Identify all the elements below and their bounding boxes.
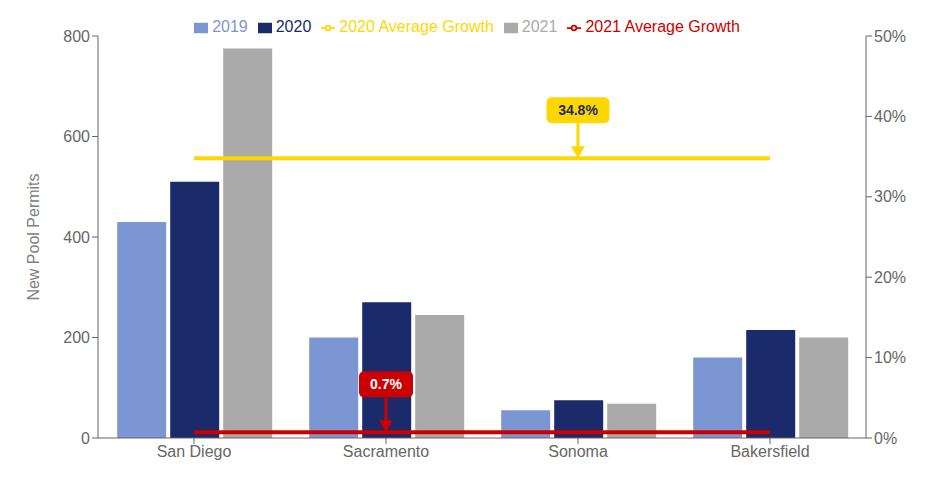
html-text:2021 Average Growth: 2021 Average Growth (585, 18, 740, 35)
svg-text:800: 800 (63, 28, 90, 45)
html-text:2021: 2021 (521, 18, 558, 35)
svg-text:Bakersfield: Bakersfield (730, 443, 809, 460)
svg-text:200: 200 (63, 329, 90, 346)
svg-text:0: 0 (81, 430, 90, 447)
svg-text:0.7%: 0.7% (370, 376, 402, 392)
svg-text:San Diego: San Diego (157, 443, 232, 460)
svg-text:40%: 40% (874, 108, 906, 125)
html-text:2020 Average Growth: 2020 Average Growth (339, 18, 494, 35)
svg-text:20%: 20% (874, 269, 906, 286)
svg-text:50%: 50% (874, 28, 906, 45)
html-text:2020: 2020 (275, 18, 312, 35)
html-text:2019: 2019 (212, 18, 248, 35)
svg-text:New Pool Permits: New Pool Permits (25, 173, 42, 300)
svg-text:30%: 30% (874, 188, 906, 205)
svg-text:34.8%: 34.8% (558, 102, 598, 118)
svg-text:Sonoma: Sonoma (548, 443, 608, 460)
svg-text:600: 600 (63, 128, 90, 145)
svg-text:0%: 0% (874, 430, 897, 447)
svg-text:10%: 10% (874, 349, 906, 366)
svg-text:400: 400 (63, 229, 90, 246)
svg-text:Sacramento: Sacramento (343, 443, 429, 460)
